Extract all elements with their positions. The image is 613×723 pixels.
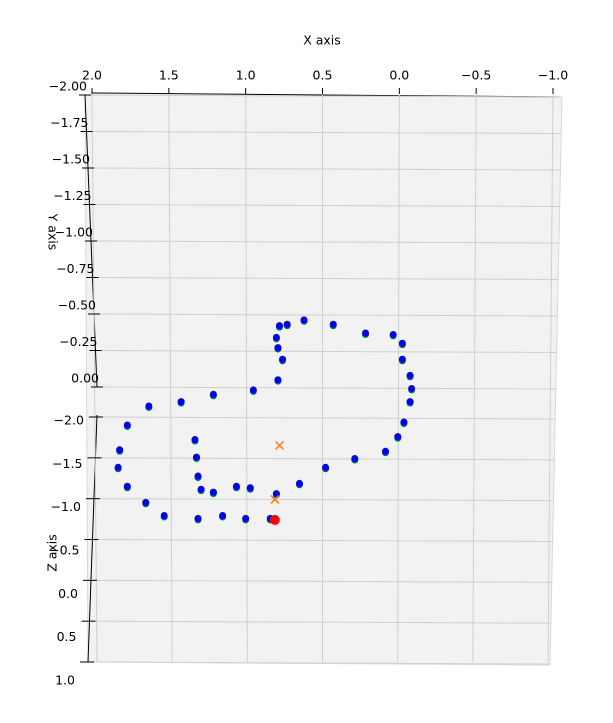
z-tick-label: −2.0 — [54, 413, 84, 428]
point — [382, 447, 390, 455]
point — [145, 402, 153, 410]
grid-line — [92, 277, 559, 280]
y-tick-label: −1.50 — [52, 152, 90, 167]
y-tick-label: −0.75 — [56, 261, 94, 276]
grid-line — [547, 94, 554, 663]
x-tick-label: −1.0 — [538, 68, 568, 83]
point — [400, 418, 408, 426]
point — [123, 421, 131, 429]
point — [406, 398, 414, 406]
grid-line — [93, 498, 554, 502]
point — [300, 316, 308, 324]
grid-line — [90, 240, 559, 244]
z-tick-label: 0.0 — [58, 586, 78, 601]
grid-line — [95, 457, 555, 461]
grid-line — [91, 94, 98, 663]
x-tick-label: 0.5 — [313, 68, 333, 83]
pane — [84, 94, 563, 666]
point — [275, 322, 283, 330]
point — [116, 446, 124, 454]
point — [362, 329, 370, 337]
grid-line — [93, 313, 558, 317]
grid-line — [90, 579, 552, 583]
grid-line — [87, 661, 551, 665]
z-tick-label: 0.5 — [57, 629, 77, 644]
grid-line — [84, 94, 563, 98]
point — [351, 455, 359, 463]
point — [272, 333, 280, 341]
grid-line — [92, 539, 553, 542]
grid-line — [96, 416, 556, 420]
y-tick-label: −1.75 — [50, 115, 88, 130]
point — [191, 436, 199, 444]
point — [232, 482, 240, 490]
x-tick-label: 1.5 — [159, 68, 179, 83]
point — [295, 479, 303, 487]
x-tick-label: 2.0 — [82, 68, 102, 83]
y-tick-label: −0.50 — [58, 298, 96, 313]
z-tick-label: −0.5 — [49, 543, 79, 558]
point — [269, 514, 280, 525]
x-tick-label: −0.5 — [461, 68, 491, 83]
point — [398, 339, 406, 347]
point — [192, 453, 200, 461]
grid-line — [245, 94, 248, 663]
x-tick-label: 0.0 — [389, 68, 409, 83]
point — [142, 498, 150, 506]
y-tick-label: 0.00 — [71, 371, 99, 386]
grid-line — [87, 167, 561, 171]
point — [246, 484, 254, 492]
point — [274, 344, 282, 352]
point — [160, 511, 168, 519]
point — [394, 433, 402, 441]
point — [249, 386, 257, 394]
point — [283, 320, 291, 328]
point — [194, 472, 202, 480]
grid-line — [96, 386, 556, 390]
point — [242, 514, 250, 522]
y-tick-label: −2.00 — [49, 79, 87, 94]
x-axis-label: X axis — [303, 33, 341, 48]
grid-line — [89, 204, 560, 207]
y-tick-label: −1.25 — [53, 188, 91, 203]
grid-line — [89, 620, 551, 624]
y-tick-label: −0.25 — [59, 334, 97, 349]
point — [270, 494, 280, 504]
point — [197, 485, 205, 493]
point — [274, 376, 282, 384]
grid-line — [95, 350, 557, 353]
z-axis-label: Z axis — [45, 534, 60, 572]
point — [389, 330, 397, 338]
point — [194, 514, 202, 522]
point — [219, 511, 227, 519]
point — [209, 390, 217, 398]
point — [279, 355, 287, 363]
point — [398, 355, 406, 363]
z-tick-label: 1.0 — [55, 673, 75, 688]
point — [123, 482, 131, 490]
z-tick-label: −1.0 — [51, 499, 81, 514]
y-axis-label: Y axis — [46, 213, 61, 251]
z-tick-label: −1.5 — [52, 456, 82, 471]
grid-line — [397, 94, 400, 663]
point — [209, 488, 217, 496]
y-tick-label: −1.00 — [55, 225, 93, 240]
point — [114, 463, 122, 471]
grid-line — [168, 94, 173, 663]
x-tick-label: 1.0 — [236, 68, 256, 83]
point — [406, 371, 414, 379]
grid-line — [472, 94, 477, 663]
point — [274, 440, 285, 450]
point — [177, 398, 185, 406]
grid-line — [86, 131, 562, 134]
point — [329, 320, 337, 328]
point — [408, 384, 416, 392]
point — [322, 463, 330, 471]
